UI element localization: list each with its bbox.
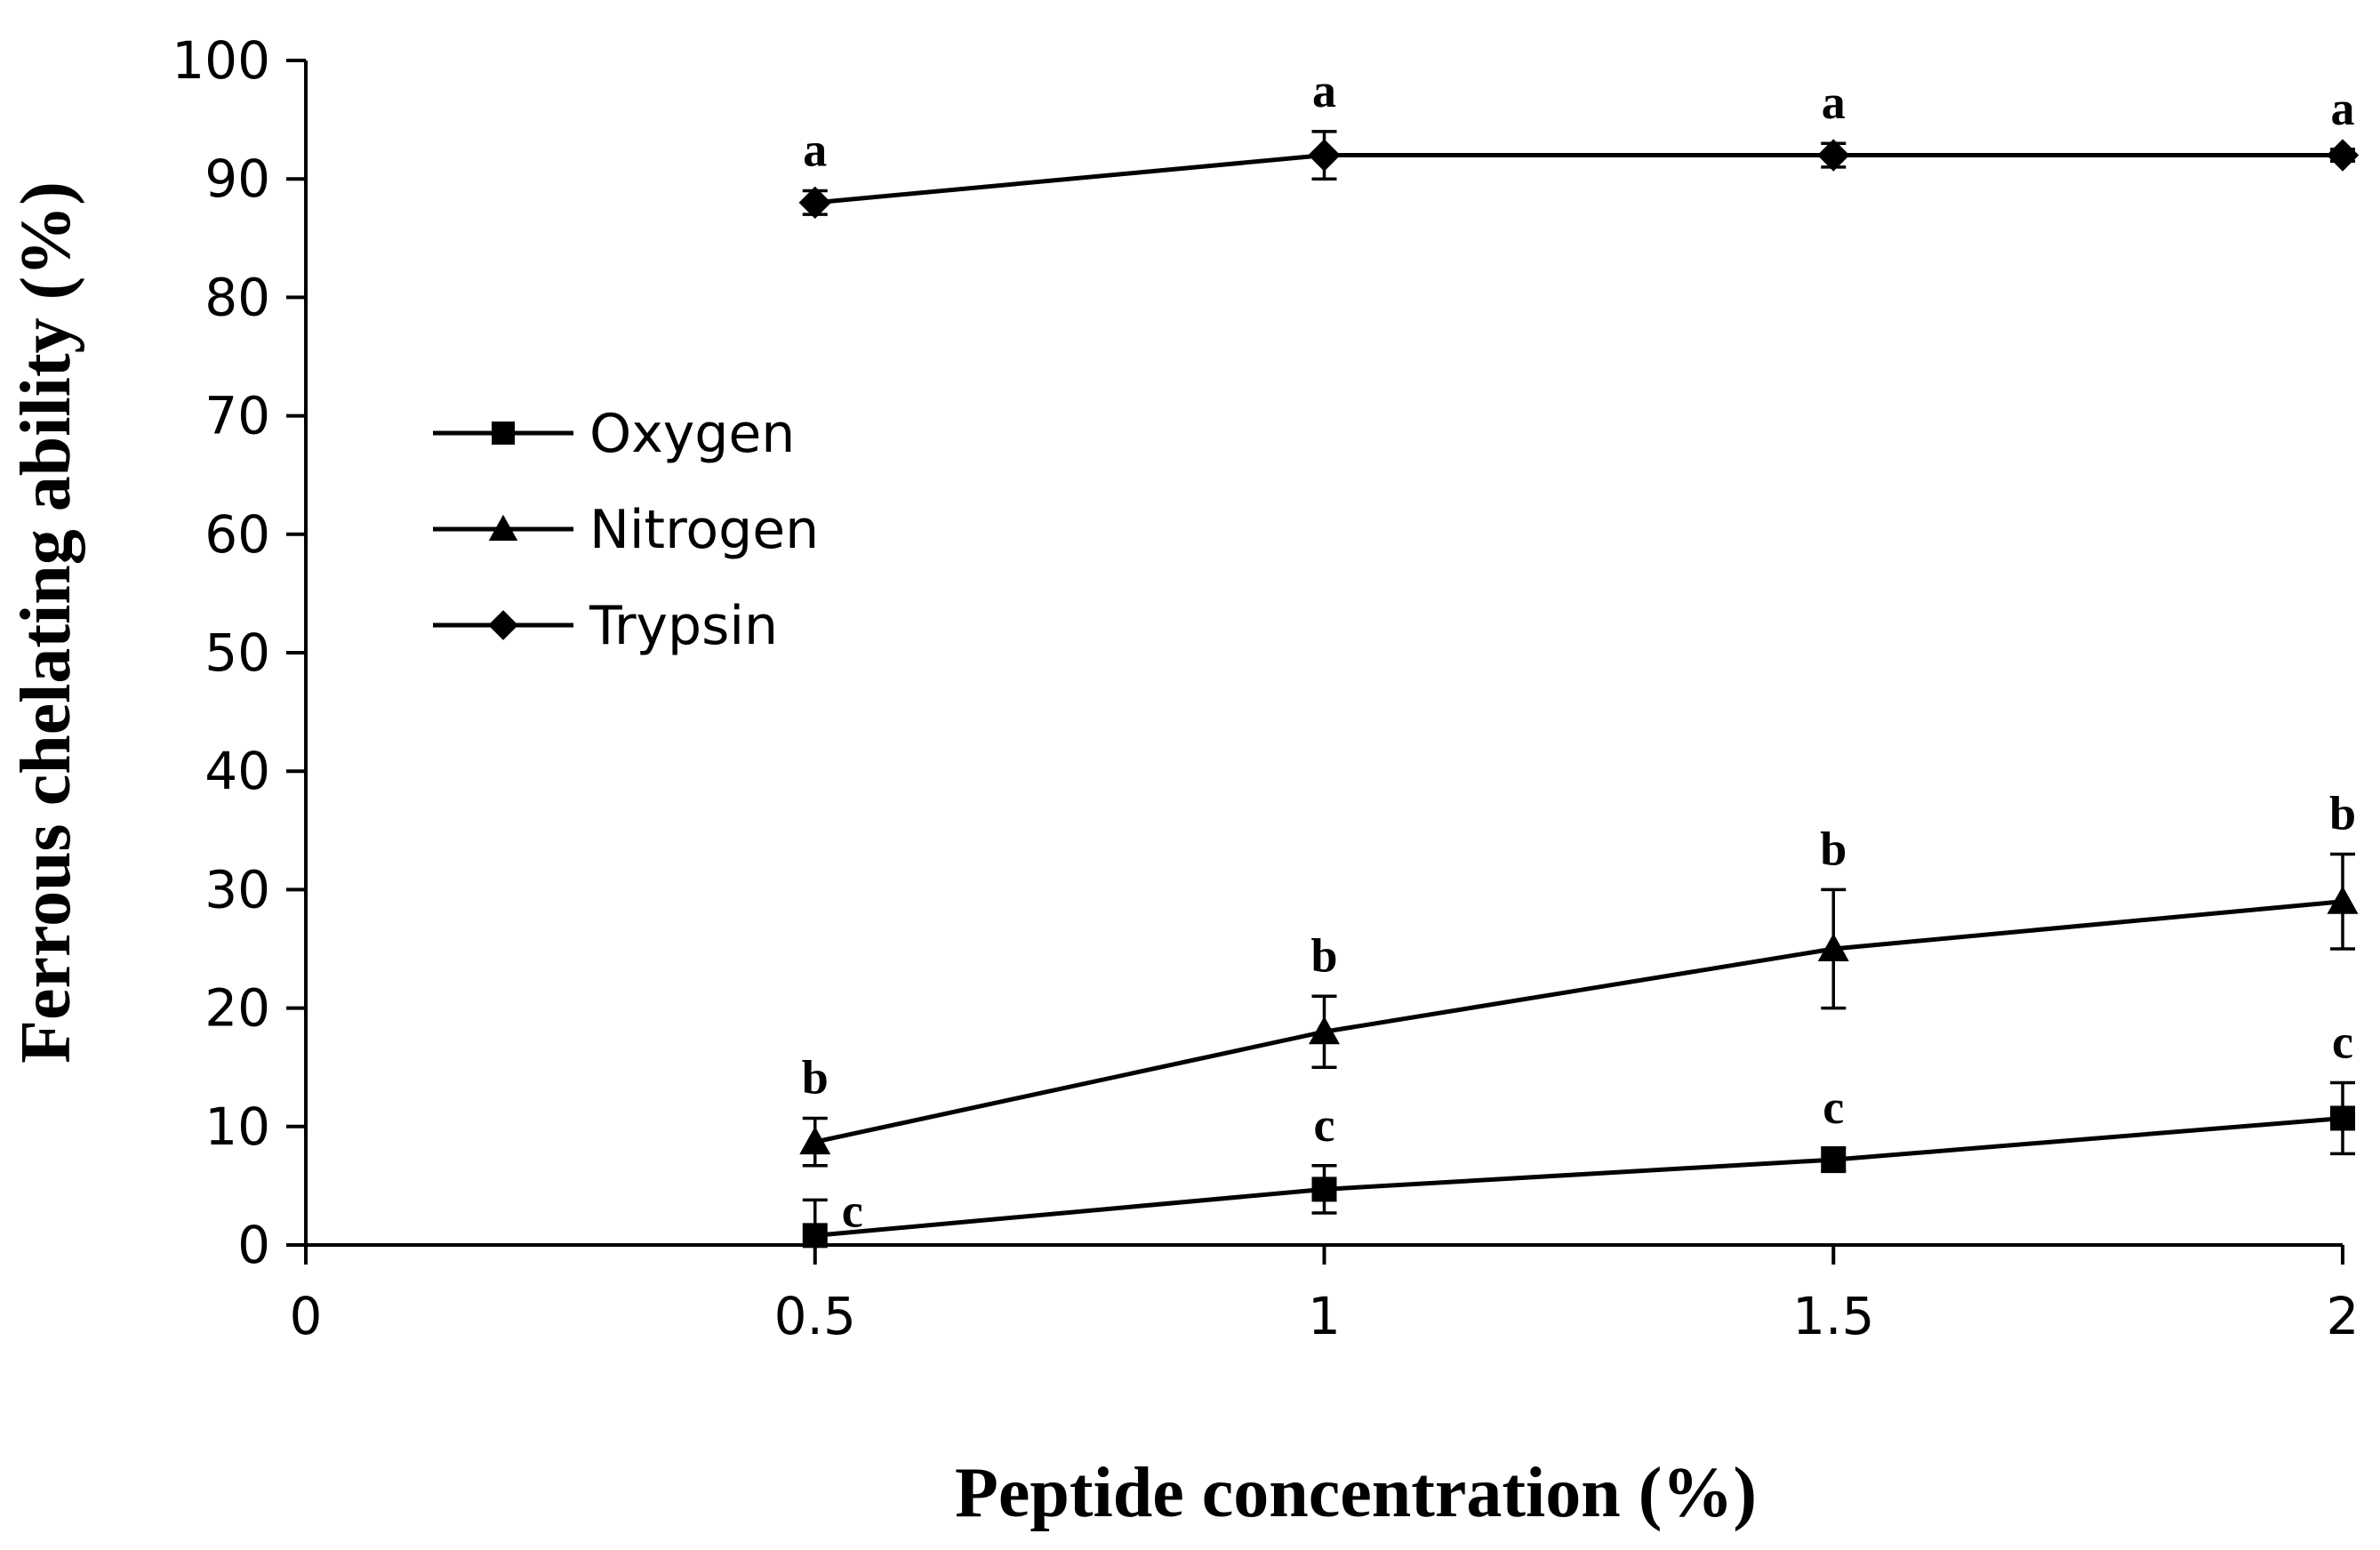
axes: 0 10 20 30 40 50 60 70 80 90 100 0 0.5 1 1.5 2 <box>172 30 2359 1346</box>
data-point-oxygen <box>2330 1105 2355 1131</box>
y-tick-label: 90 <box>204 149 270 209</box>
y-tick-label: 70 <box>204 386 270 446</box>
x-tick-label: 0 <box>290 1286 323 1346</box>
y-tick-label: 80 <box>204 267 270 327</box>
data-point-nitrogen <box>799 1126 831 1155</box>
y-tick-label: 100 <box>172 30 270 91</box>
significance-letter: b <box>802 1050 829 1104</box>
x-tick-label: 2 <box>2327 1286 2360 1346</box>
legend-item-oxygen: Oxygen <box>433 403 795 465</box>
data-point-trypsin <box>2326 139 2360 172</box>
data-point-oxygen <box>1821 1147 1847 1173</box>
data-point-trypsin <box>798 186 831 220</box>
series-oxygen: c c c c <box>802 1016 2355 1249</box>
y-axis-title: Ferrous chelating ability (%) <box>7 181 85 1064</box>
x-tick-label: 1.5 <box>1792 1286 1874 1346</box>
significance-letter: c <box>842 1184 863 1237</box>
data-point-trypsin <box>1817 139 1850 172</box>
data-point-trypsin <box>1308 139 1341 172</box>
significance-letter: c <box>1314 1098 1335 1152</box>
legend-item-nitrogen: Nitrogen <box>433 499 819 561</box>
y-tick-label: 50 <box>204 622 270 683</box>
legend-label-trypsin: Trypsin <box>589 595 778 657</box>
significance-letter: b <box>2329 786 2356 839</box>
significance-letter: a <box>803 124 827 177</box>
legend-item-trypsin: Trypsin <box>433 595 778 657</box>
significance-letter: a <box>1822 76 1846 129</box>
significance-letter: c <box>2332 1016 2353 1069</box>
legend-marker-trypsin <box>488 610 518 640</box>
data-point-nitrogen <box>1309 1016 1340 1045</box>
series-trypsin: a a a a <box>798 64 2360 220</box>
data-point-nitrogen <box>2327 886 2359 914</box>
significance-letter: a <box>1312 64 1336 117</box>
significance-letter: b <box>1820 822 1847 875</box>
legend-label-nitrogen: Nitrogen <box>589 499 819 561</box>
x-tick-label: 1 <box>1308 1286 1341 1346</box>
series-line-oxygen <box>814 1115 2344 1238</box>
significance-letter: a <box>2331 82 2355 135</box>
x-axis-title: Peptide concentration (%) <box>955 1454 1757 1532</box>
data-point-oxygen <box>802 1223 828 1249</box>
y-tick-label: 20 <box>204 978 270 1039</box>
x-tick-label: 0.5 <box>774 1286 856 1346</box>
legend: Oxygen Nitrogen Trypsin <box>433 403 819 657</box>
legend-marker-nitrogen <box>488 514 518 541</box>
legend-label-oxygen: Oxygen <box>589 403 795 465</box>
y-tick-label: 30 <box>204 859 270 920</box>
significance-letter: b <box>1310 928 1337 982</box>
significance-letter: c <box>1823 1080 1844 1134</box>
series-nitrogen: b b b b <box>799 786 2359 1168</box>
data-point-oxygen <box>1311 1177 1337 1202</box>
legend-marker-oxygen <box>492 422 515 445</box>
series-line-trypsin <box>814 153 2343 205</box>
series-line-nitrogen <box>814 899 2344 1144</box>
y-tick-label: 40 <box>204 741 270 801</box>
y-tick-label: 10 <box>204 1096 270 1157</box>
data-point-nitrogen <box>1817 933 1849 961</box>
y-tick-label: 0 <box>237 1215 270 1275</box>
series-layer: c c c c b b b b a a a a <box>798 64 2360 1249</box>
y-tick-label: 60 <box>204 504 270 565</box>
